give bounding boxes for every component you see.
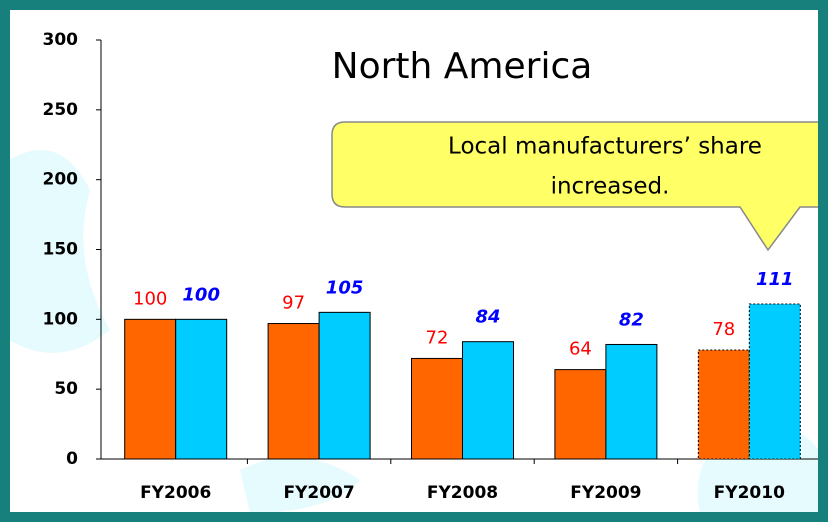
data-label: 78	[712, 319, 735, 340]
y-tick-label: 50	[54, 379, 78, 399]
data-label: 97	[282, 293, 305, 314]
bar	[267, 323, 320, 460]
data-label: 82	[619, 309, 644, 330]
bar	[697, 349, 750, 460]
data-label: 64	[569, 339, 592, 360]
data-label: 105	[326, 277, 364, 298]
callout-box	[331, 121, 819, 252]
bar	[554, 369, 607, 460]
data-label: 100	[182, 284, 220, 305]
x-tick-label: FY2009	[570, 483, 641, 503]
callout: Local manufacturers’ share increased.	[331, 121, 819, 252]
y-tick-label: 150	[43, 240, 79, 260]
x-tick-label: FY2006	[140, 483, 211, 503]
data-label: 72	[426, 327, 449, 348]
x-tick-label: FY2008	[427, 483, 498, 503]
y-tick-label: 200	[43, 170, 79, 190]
annotation-line: Local manufacturers’ share	[448, 134, 762, 160]
bar	[411, 357, 463, 460]
y-tick-label: 250	[43, 100, 79, 120]
y-tick-label: 300	[43, 30, 79, 50]
y-tick-label: 100	[43, 309, 79, 329]
bar	[124, 318, 177, 460]
bar	[605, 343, 658, 460]
data-label: 111	[756, 269, 794, 290]
bar	[748, 303, 801, 460]
plot: 0 50 100 150 200 250 300 FY2006 100 100 FY2007 97 10…	[43, 30, 819, 503]
data-label: 84	[475, 307, 500, 328]
bar	[175, 318, 228, 460]
annotation-line: increased.	[551, 174, 670, 200]
x-tick-label: FY2010	[714, 483, 785, 503]
chart-title: North America	[332, 46, 593, 87]
bar	[462, 341, 514, 460]
data-label: 100	[133, 288, 167, 309]
bar	[318, 311, 371, 460]
x-tick-label: FY2007	[283, 483, 354, 503]
y-tick-label: 0	[66, 449, 78, 469]
